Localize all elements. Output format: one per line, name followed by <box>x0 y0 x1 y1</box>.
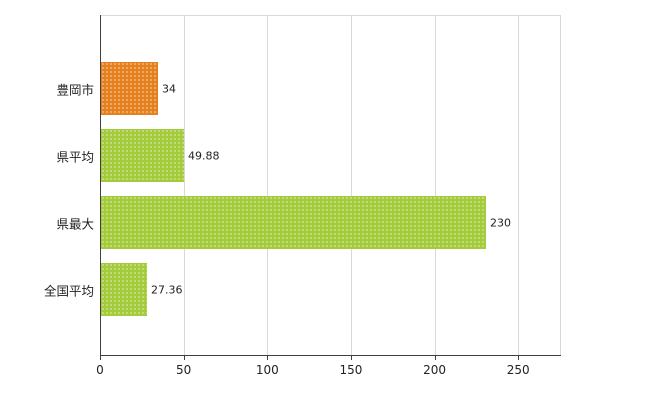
gridline <box>267 15 269 355</box>
plot-border-right <box>560 15 561 355</box>
gridline <box>183 15 185 355</box>
x-tick-label: 50 <box>175 363 192 377</box>
y-axis-line <box>100 15 101 356</box>
category-label: 県最大 <box>56 216 94 231</box>
x-tick-label: 200 <box>423 363 446 377</box>
gridline <box>518 15 520 355</box>
plot-border-top <box>100 15 560 16</box>
bar-1 <box>101 62 158 115</box>
x-axis-line <box>100 355 561 356</box>
x-tick-mark <box>434 355 436 360</box>
bar-value-label: 27.36 <box>151 283 183 296</box>
bar-value-label: 34 <box>162 82 176 95</box>
bar-3 <box>101 196 486 249</box>
bar-value-label: 49.88 <box>188 149 220 162</box>
x-tick-mark <box>100 355 101 360</box>
x-tick-mark <box>267 355 269 360</box>
bar-4 <box>101 263 147 316</box>
gridline <box>434 15 436 355</box>
x-tick-label: 0 <box>96 363 104 377</box>
bar-value-label: 230 <box>490 216 511 229</box>
category-label: 全国平均 <box>43 283 94 298</box>
x-tick-label: 250 <box>506 363 530 377</box>
category-label: 県平均 <box>56 149 94 164</box>
x-tick-mark <box>350 355 352 360</box>
x-tick-mark <box>518 355 520 360</box>
x-tick-label: 100 <box>255 363 279 377</box>
x-tick-label: 150 <box>339 363 363 377</box>
category-label: 豊岡市 <box>56 82 94 97</box>
bar-2 <box>101 129 184 182</box>
gridline <box>350 15 352 355</box>
x-tick-mark <box>183 355 185 360</box>
